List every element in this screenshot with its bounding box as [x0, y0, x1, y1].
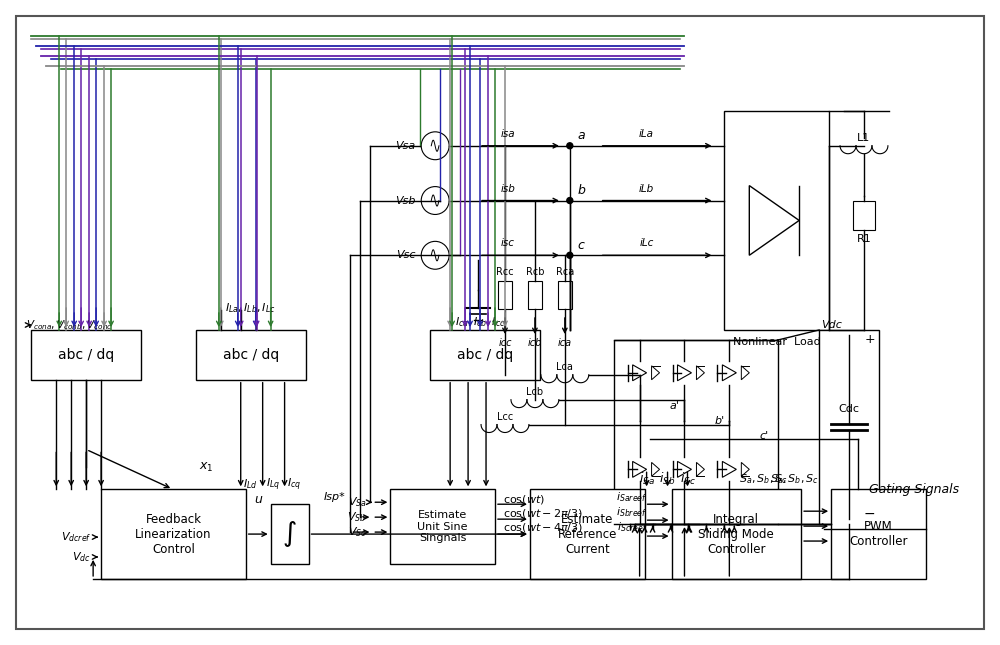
Text: $I_{La},I_{Lb},I_{Lc}$: $I_{La},I_{Lb},I_{Lc}$: [225, 301, 276, 315]
Bar: [430, 330, 540, 380]
Text: ica: ica: [558, 338, 572, 348]
Bar: [614, 340, 778, 524]
Bar: [101, 490, 246, 579]
Text: $x_1$: $x_1$: [199, 461, 213, 474]
Text: Isp*: Isp*: [323, 492, 345, 502]
Text: $V_{cona},V_{conb},V_{conc}$: $V_{cona},V_{conb},V_{conc}$: [26, 318, 113, 332]
Text: iLb: iLb: [639, 184, 654, 194]
Text: c': c': [760, 430, 769, 441]
Text: a: a: [578, 129, 585, 143]
Bar: [853, 201, 875, 230]
Text: c: c: [578, 239, 585, 252]
Text: Cdc: Cdc: [839, 404, 860, 413]
Text: Gating Signals: Gating Signals: [869, 482, 959, 496]
Text: Rcc: Rcc: [496, 267, 514, 277]
Text: $I_{Ld}$: $I_{Ld}$: [243, 477, 258, 491]
Text: Lcc: Lcc: [497, 412, 513, 422]
Text: isc: isc: [501, 239, 515, 248]
Text: Integral
Sliding Mode
Controller: Integral Sliding Mode Controller: [698, 513, 774, 555]
Text: Nonlinear  Load: Nonlinear Load: [733, 337, 821, 347]
Text: $V_{dcref}$: $V_{dcref}$: [61, 530, 91, 544]
Bar: [558, 281, 572, 309]
Text: isb: isb: [501, 184, 515, 194]
Bar: [672, 490, 801, 579]
Text: $V_{dc}$: $V_{dc}$: [72, 550, 91, 564]
Text: Vsa: Vsa: [395, 141, 415, 151]
Text: $i_{Sbreef}$: $i_{Sbreef}$: [616, 505, 648, 519]
Text: Rca: Rca: [556, 267, 574, 277]
Text: b': b': [714, 415, 724, 426]
Text: iLc: iLc: [639, 239, 654, 248]
Text: $\int$: $\int$: [282, 519, 297, 549]
Text: Lcb: Lcb: [526, 387, 543, 397]
Text: PWM
Controller: PWM Controller: [849, 520, 908, 548]
Text: $V_{Sb}$: $V_{Sb}$: [347, 510, 366, 524]
Text: abc / dq: abc / dq: [58, 348, 114, 362]
Text: icc: icc: [498, 338, 512, 348]
Bar: [498, 281, 512, 309]
Text: iLa: iLa: [639, 129, 654, 139]
Text: Feedback
Linearization
Control: Feedback Linearization Control: [135, 513, 212, 555]
Circle shape: [421, 186, 449, 215]
Circle shape: [567, 143, 573, 149]
Text: $I_{Lq}$: $I_{Lq}$: [266, 476, 280, 493]
Circle shape: [421, 132, 449, 160]
Text: Estimate
Reference
Current: Estimate Reference Current: [558, 513, 617, 555]
Bar: [724, 111, 829, 330]
Text: Rcb: Rcb: [526, 267, 544, 277]
Text: L1: L1: [857, 133, 871, 143]
Text: u: u: [255, 493, 263, 506]
Text: $i_{Sc}$: $i_{Sc}$: [680, 471, 695, 488]
Text: abc / dq: abc / dq: [457, 348, 513, 362]
Text: $I_{ca},I_{cb},I_{cc}$: $I_{ca},I_{cb},I_{cc}$: [455, 315, 505, 329]
Text: Vdc: Vdc: [821, 320, 842, 330]
Text: Vsc: Vsc: [396, 250, 415, 261]
Text: $I_{cq}$: $I_{cq}$: [287, 476, 302, 493]
Text: $i_{Sa}$: $i_{Sa}$: [639, 471, 654, 488]
Text: −: −: [863, 507, 875, 521]
Circle shape: [567, 197, 573, 204]
Text: $i_{Sareef}$: $i_{Sareef}$: [616, 490, 648, 504]
Text: icb: icb: [528, 338, 542, 348]
Bar: [831, 490, 926, 579]
Text: cos$(wt-2π/3)$: cos$(wt-2π/3)$: [503, 507, 583, 520]
Text: isa: isa: [501, 129, 515, 139]
Text: cos$(wt-4π/3)$: cos$(wt-4π/3)$: [503, 521, 583, 533]
Text: $S_a,S_b,S_c$: $S_a,S_b,S_c$: [739, 472, 788, 486]
Text: $i_{Sb}$: $i_{Sb}$: [659, 471, 676, 488]
Text: cos$(wt)$: cos$(wt)$: [503, 493, 545, 506]
Bar: [196, 330, 306, 380]
Text: $V_{Sa}$: $V_{Sa}$: [348, 495, 366, 509]
Text: $V_{Sc}$: $V_{Sc}$: [348, 525, 366, 539]
Text: a': a': [670, 401, 679, 411]
Text: Estimate
Unit Sine
Singnals: Estimate Unit Sine Singnals: [417, 510, 468, 543]
Text: R1: R1: [857, 234, 871, 244]
Bar: [528, 281, 542, 309]
Bar: [819, 330, 879, 524]
Text: b: b: [578, 184, 586, 197]
Text: Lca: Lca: [556, 362, 573, 372]
Bar: [31, 330, 141, 380]
Text: abc / dq: abc / dq: [223, 348, 279, 362]
Text: Vsb: Vsb: [395, 195, 415, 206]
Text: +: +: [864, 333, 875, 346]
Text: $i_{Screef}$: $i_{Screef}$: [617, 521, 648, 534]
Circle shape: [567, 252, 573, 258]
Bar: [390, 490, 495, 564]
Bar: [530, 490, 645, 579]
Circle shape: [421, 241, 449, 269]
Text: $S_a,S_b,S_c$: $S_a,S_b,S_c$: [770, 472, 819, 486]
Bar: [271, 504, 309, 564]
